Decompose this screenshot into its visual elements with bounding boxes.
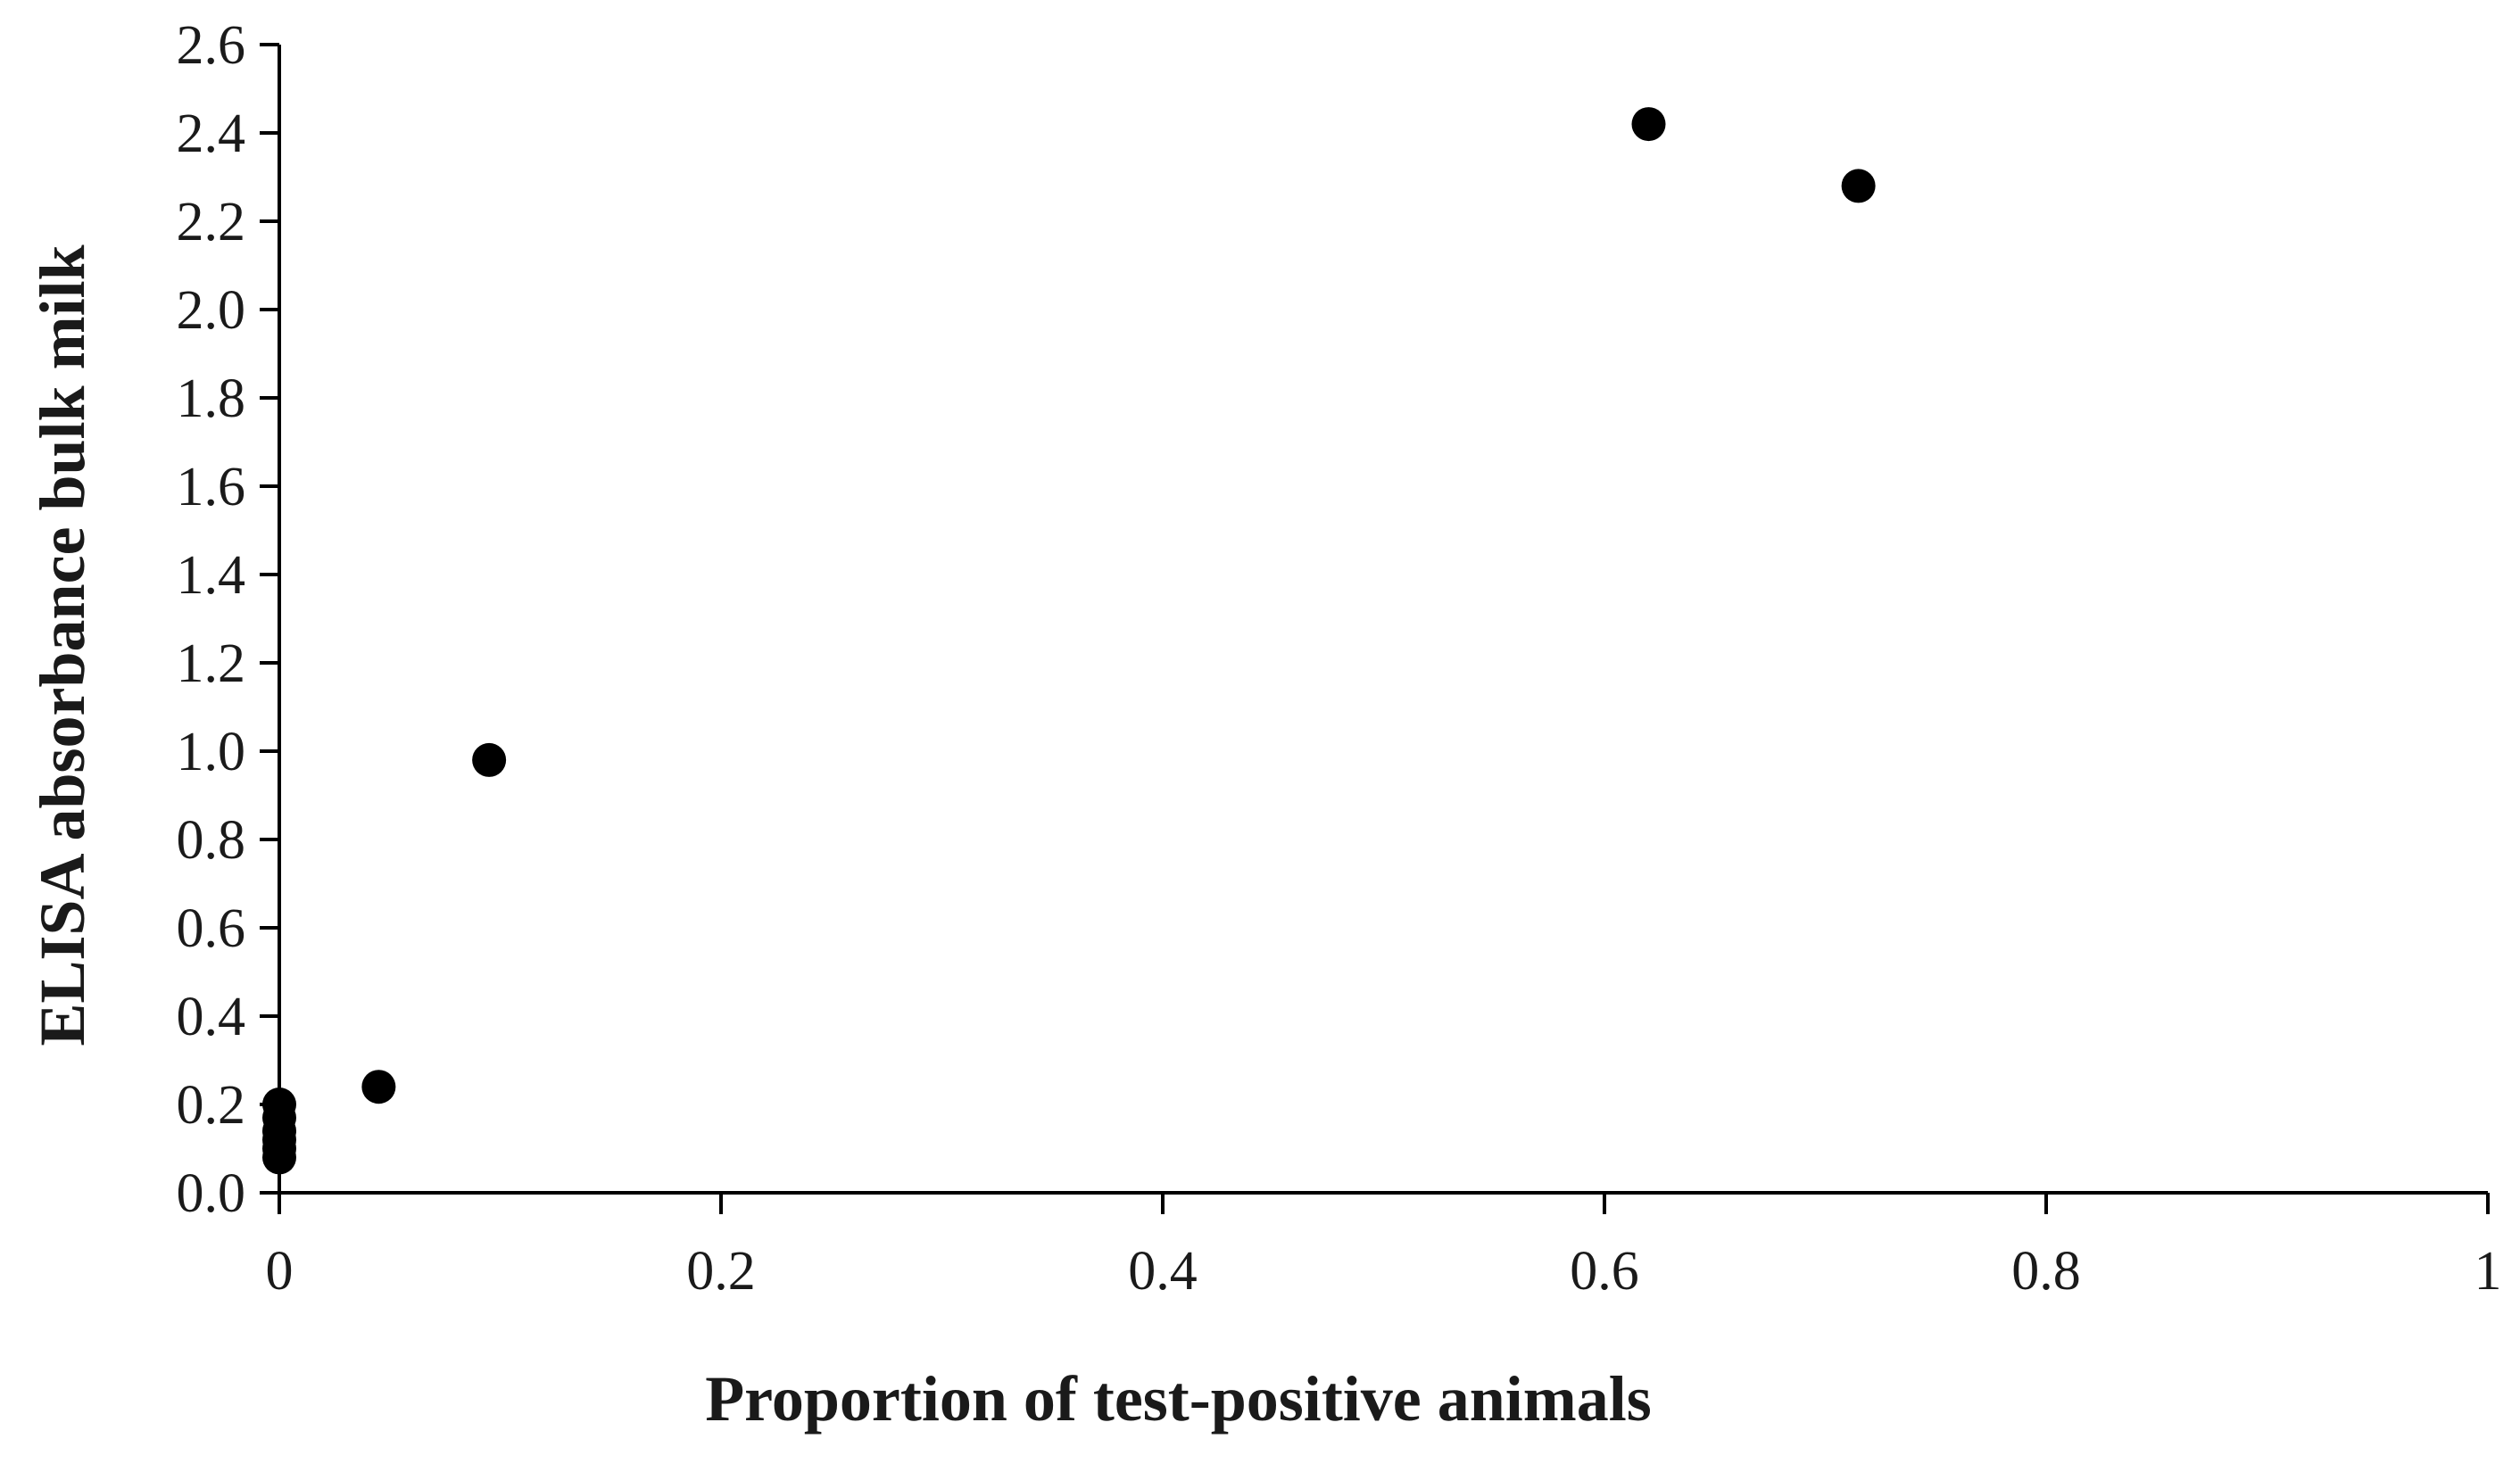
x-axis-ticks: 0 0.2 0.4 0.6 0.8 1 [266, 1193, 2502, 1302]
y-tick-label: 0.8 [177, 810, 246, 871]
y-tick-label: 2.6 [177, 15, 246, 76]
y-tick-label: 1.6 [177, 457, 246, 517]
x-tick-label: 0 [266, 1241, 294, 1302]
data-point [472, 742, 507, 777]
y-tick-label: 1.4 [177, 545, 246, 606]
y-tick-label: 1.2 [177, 633, 246, 694]
data-point [361, 1070, 396, 1104]
x-tick-label: 0.2 [686, 1241, 756, 1302]
x-tick-label: 1 [2474, 1241, 2502, 1302]
x-tick-label: 0.4 [1128, 1241, 1198, 1302]
y-tick-label: 2.0 [177, 280, 246, 341]
y-axis-ticks: 0.0 0.2 0.4 0.6 0.8 1.0 1.2 1.4 1.6 1.8 2.0 2.2 2.4 2… [177, 15, 279, 1224]
x-tick-label: 0.6 [1570, 1241, 1639, 1302]
data-point [1841, 169, 1876, 203]
x-tick-label: 0.8 [2011, 1241, 2081, 1302]
y-axis-title: ELISA absorbance bulk milk [27, 244, 98, 1046]
y-tick-label: 1.8 [177, 368, 246, 429]
y-tick-label: 0.2 [177, 1075, 246, 1136]
x-axis-title: Proportion of test-positive animals [705, 1363, 1652, 1435]
y-tick-label: 0.6 [177, 898, 246, 959]
data-point [1631, 107, 1666, 142]
data-point [262, 1087, 296, 1121]
y-tick-label: 1.0 [177, 722, 246, 782]
data-points [262, 107, 1876, 1175]
y-tick-label: 0.0 [177, 1163, 246, 1224]
y-tick-label: 0.4 [177, 987, 246, 1047]
y-tick-label: 2.2 [177, 192, 246, 252]
y-tick-label: 2.4 [177, 103, 246, 164]
